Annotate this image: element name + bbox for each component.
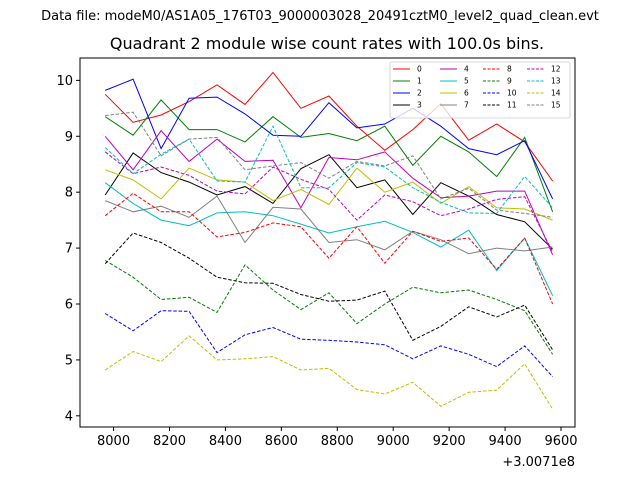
y-axis: 4 5 6 7 8 9 10 [56,74,80,424]
legend-label-6: 6 [464,89,469,98]
x-tick-label: 9400 [489,434,522,449]
series-line-10 [104,310,553,378]
legend-label-1: 1 [417,77,422,86]
plot-area-frame [79,57,576,428]
series-line-13 [104,125,553,214]
legend-label-12: 12 [551,65,561,74]
x-tick-label: 8800 [321,434,354,449]
series-line-12 [104,151,554,253]
series-line-0 [104,71,554,182]
y-tick-label: 10 [56,74,73,89]
x-axis: 8000 8200 8400 8600 8800 9000 9200 9400 9600 [97,427,578,449]
y-tick-label: 6 [65,298,73,313]
y-tick-label: 7 [65,242,73,257]
legend-frame [389,61,571,119]
legend-label-8: 8 [507,65,512,74]
x-tick-label: 8600 [265,434,298,449]
legend-label-14: 14 [551,89,561,98]
chart-title: Quadrant 2 module wise count rates with … [110,34,544,53]
series-line-1 [104,99,554,212]
series-line-14 [104,335,554,410]
series-line-5 [104,182,554,296]
x-tick-label: 9200 [433,434,466,449]
series-line-2 [105,78,554,200]
legend-label-2: 2 [417,89,422,98]
figure-suptitle: Data file: modeM0/AS1A05_176T03_90000030… [41,9,599,24]
x-axis-offset-text: +3.0071e8 [502,455,575,470]
series-line-9 [104,259,554,355]
y-tick-label: 5 [65,353,73,368]
legend-label-5: 5 [464,77,469,86]
series-line-4 [104,129,554,256]
x-tick-label: 8200 [153,434,186,449]
series-line-15 [105,111,553,218]
y-tick-label: 4 [65,409,73,424]
series-lines [104,71,554,410]
y-tick-label: 9 [65,130,73,145]
series-line-8 [104,192,554,305]
series-line-3 [104,152,553,250]
x-tick-label: 9000 [377,434,410,449]
series-line-7 [105,195,553,255]
legend-label-9: 9 [507,77,512,86]
x-tick-label: 8400 [209,434,242,449]
legend-label-10: 10 [507,89,517,98]
series-line-11 [104,232,554,351]
legend-label-0: 0 [417,65,422,74]
series-line-6 [105,167,553,221]
x-tick-label: 9600 [544,434,577,449]
legend-label-13: 13 [551,77,561,86]
y-tick-label: 8 [65,186,73,201]
legend-label-7: 7 [464,101,469,110]
legend-label-3: 3 [417,101,422,110]
legend-label-4: 4 [464,65,469,74]
x-tick-label: 8000 [97,434,130,449]
legend-label-11: 11 [507,101,517,110]
legend-label-15: 15 [551,101,561,110]
